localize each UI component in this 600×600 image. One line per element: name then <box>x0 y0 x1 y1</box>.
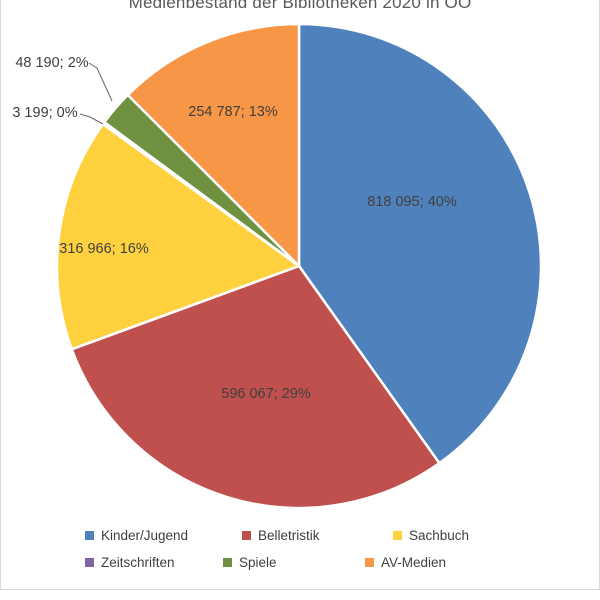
legend-label-av-medien: AV-Medien <box>381 555 447 570</box>
legend-item-zeitschriften[interactable]: Zeitschriften <box>85 555 175 570</box>
chart-title: Medienbestand der Bibliotheken 2020 in O… <box>128 0 472 12</box>
leader-line-spiele <box>88 62 113 102</box>
data-label-zeitschriften: 3 199; 0% <box>12 105 78 121</box>
pie-slice-sachbuch[interactable] <box>55 122 302 351</box>
legend-label-belletristik: Belletristik <box>258 528 320 543</box>
legend-swatch-spiele-icon <box>223 558 232 567</box>
legend-item-kinder-jugend[interactable]: Kinder/Jugend <box>85 528 188 543</box>
legend-swatch-sachbuch-icon <box>393 531 402 540</box>
data-label-belletristik: 596 067; 29% <box>221 386 311 402</box>
data-label-spiele: 48 190; 2% <box>15 55 89 71</box>
legend-item-av-medien[interactable]: AV-Medien <box>365 555 446 570</box>
legend-label-sachbuch: Sachbuch <box>409 528 470 543</box>
legend-swatch-av-medien-icon <box>365 558 374 567</box>
pie-slice-av-medien[interactable] <box>126 22 301 270</box>
legend-item-spiele[interactable]: Spiele <box>223 555 277 570</box>
legend-swatch-kinder-jugend-icon <box>85 531 94 540</box>
legend-label-spiele: Spiele <box>239 555 277 570</box>
legend-swatch-zeitschriften-icon <box>85 558 94 567</box>
legend-item-belletristik[interactable]: Belletristik <box>242 528 320 543</box>
legend-label-zeitschriften: Zeitschriften <box>101 555 175 570</box>
legend-swatch-belletristik-icon <box>242 531 251 540</box>
legend-label-kinder-jugend: Kinder/Jugend <box>101 528 189 543</box>
pie-slice-belletristik[interactable] <box>70 264 442 510</box>
data-label-sachbuch: 316 966; 16% <box>59 241 149 257</box>
data-label-av-medien: 254 787; 13% <box>188 104 278 120</box>
data-label-kinder-jugend: 818 095; 40% <box>367 194 457 210</box>
pie-slice-kinder-jugend[interactable] <box>297 22 543 465</box>
legend-item-sachbuch[interactable]: Sachbuch <box>393 528 469 543</box>
leader-line-zeitschriften <box>79 113 104 125</box>
